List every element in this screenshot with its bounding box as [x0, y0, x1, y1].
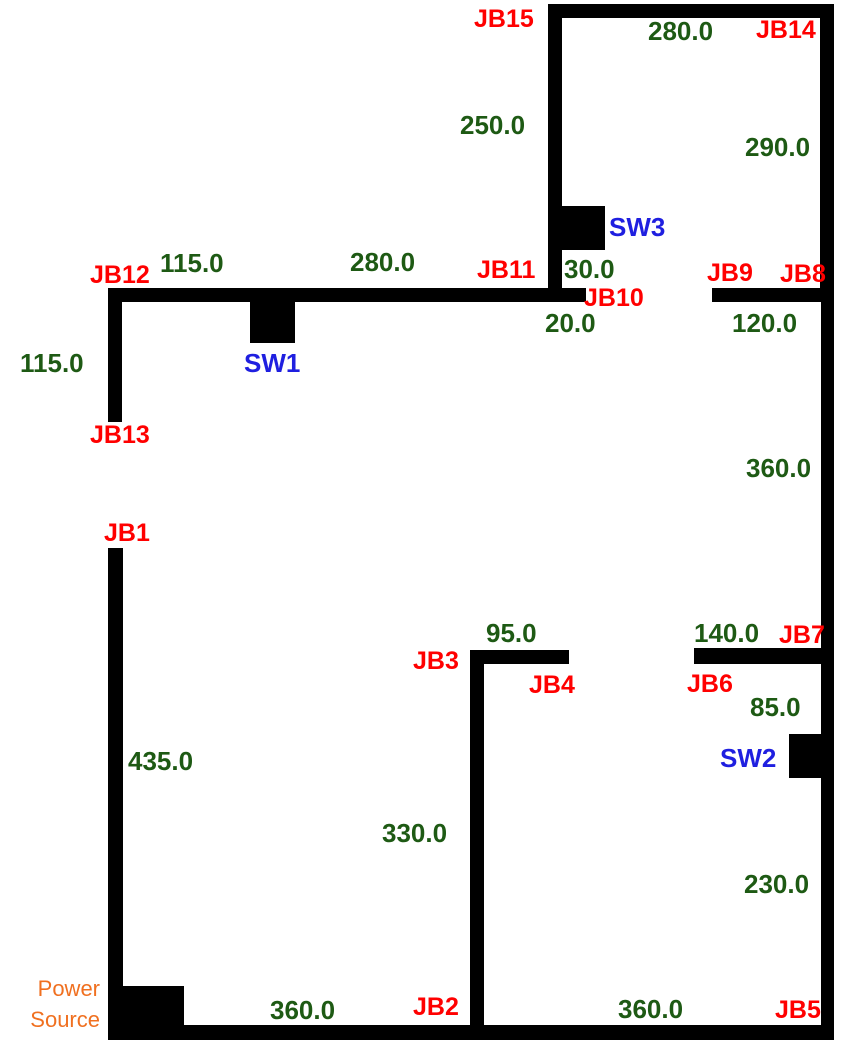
length-ps-jb1: 435.0	[128, 746, 194, 776]
length-jb8-jb9: 120.0	[732, 308, 798, 338]
length-jb14-jb15: 280.0	[648, 16, 714, 46]
jb12-label: JB12	[90, 261, 150, 289]
sw2-label: SW2	[720, 743, 777, 773]
devices	[108, 206, 834, 1040]
jb2-label: JB2	[413, 993, 459, 1021]
power-source-line1: Power	[37, 976, 100, 1001]
length-jb12-jb13: 115.0	[20, 348, 84, 378]
length-jb8-jb14: 290.0	[745, 132, 811, 162]
jb1-label: JB1	[104, 519, 150, 547]
jb6-label: JB6	[687, 670, 733, 698]
wire-jb9-jb8	[712, 288, 834, 302]
jb7-label: JB7	[779, 621, 825, 649]
wire-jb12-jb13	[108, 288, 122, 422]
length-jb7-jb8: 360.0	[746, 453, 812, 483]
length-jb3-jb4: 95.0	[486, 618, 537, 648]
jb3-label: JB3	[413, 647, 459, 675]
length-jb15-sw3: 250.0	[460, 110, 526, 140]
switch-sw1-block	[250, 288, 295, 343]
length-jb11-jb10: 20.0	[545, 308, 596, 338]
length-jb5-sw2: 230.0	[744, 869, 810, 899]
jb11-label: JB11	[477, 256, 536, 284]
jb5-label: JB5	[775, 996, 821, 1024]
wire-ps-jb1	[108, 548, 123, 1038]
switch-sw3-block	[548, 206, 605, 250]
wire-jb6-jb7	[694, 648, 834, 664]
wire-ps-jb5	[108, 1025, 834, 1040]
wire-jb3-jb4	[470, 650, 569, 664]
wire-jb15-jb11	[548, 4, 562, 302]
switch-sw2-block	[789, 734, 834, 778]
power-source-label: Power Source	[14, 974, 100, 1036]
jb8-label: JB8	[780, 260, 826, 288]
wire-jb8-jb14	[820, 4, 834, 302]
power-source-line2: Source	[30, 1006, 100, 1032]
jb4-label: JB4	[529, 671, 575, 699]
wires	[108, 4, 834, 1040]
length-sw2-jb7: 85.0	[750, 692, 801, 722]
length-jb2-jb5: 360.0	[618, 994, 684, 1024]
power-source-block	[108, 986, 184, 1040]
jb9-label: JB9	[707, 259, 753, 287]
wire-jb12-jb10	[108, 288, 586, 302]
length-jb6-jb7: 140.0	[694, 618, 760, 648]
length-sw3-jb11: 30.0	[564, 254, 615, 284]
jb10-label: JB10	[584, 284, 644, 312]
length-sw1-jb12: 115.0	[160, 248, 224, 278]
jb15-label: JB15	[474, 5, 534, 33]
length-ps-jb2: 360.0	[270, 995, 336, 1025]
jb14-label: JB14	[756, 16, 816, 44]
sw3-label: SW3	[609, 212, 666, 242]
length-jb2-jb3: 330.0	[382, 818, 448, 848]
wire-jb15-jb14	[548, 4, 834, 18]
wire-jb2-jb3	[470, 650, 484, 1032]
sw1-label: SW1	[244, 348, 301, 378]
jb13-label: JB13	[90, 421, 150, 449]
length-jb11-sw1: 280.0	[350, 247, 416, 277]
